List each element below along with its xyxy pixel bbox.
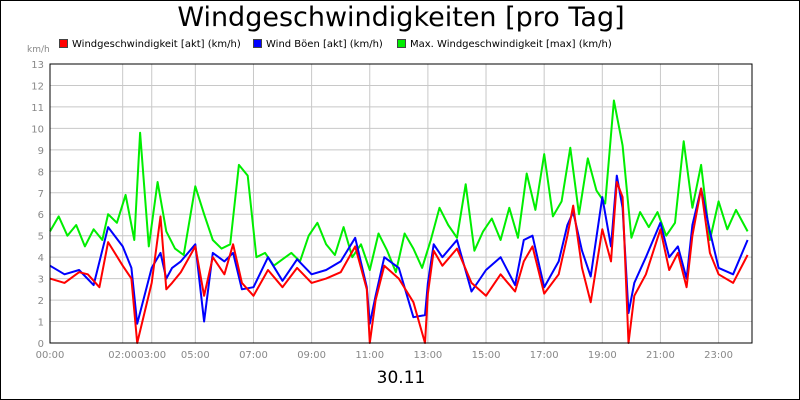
legend-item-gusts: Wind Böen [akt] (km/h) (253, 39, 383, 50)
x-tick-label: 15:00 (472, 350, 501, 361)
y-tick-label: 10 (31, 124, 44, 135)
x-tick-label: 23:00 (704, 350, 733, 361)
legend-label-speed: Windgeschwindigkeit [akt] (km/h) (72, 39, 241, 50)
legend-swatch-blue (253, 39, 262, 48)
y-tick-label: 7 (38, 189, 44, 200)
x-tick-label: 00:00 (36, 350, 65, 361)
y-tick-label: 4 (38, 253, 44, 264)
x-tick-label: 11:00 (355, 350, 384, 361)
series-line-speed (49, 181, 749, 344)
y-tick-label: 9 (38, 146, 44, 157)
y-tick-label: 2 (38, 296, 44, 307)
legend-swatch-red (59, 39, 68, 48)
legend-label-gusts: Wind Böen [akt] (km/h) (266, 39, 383, 50)
y-tick-label: 0 (38, 339, 44, 350)
chart-title: Windgeschwindigkeiten [pro Tag] (177, 2, 625, 33)
legend-swatch-green (397, 39, 406, 48)
y-tick-label: 5 (38, 232, 44, 243)
legend-label-max: Max. Windgeschwindigkeit [max] (km/h) (410, 39, 612, 50)
x-tick-label: 03:00 (137, 350, 166, 361)
date-label: 30.11 (376, 368, 426, 388)
x-tick-label: 02:00 (108, 350, 137, 361)
y-tick-label: 11 (31, 103, 44, 114)
series-line-max (49, 99, 749, 274)
y-tick-label: 6 (38, 210, 44, 221)
y-tick-label: 3 (38, 275, 44, 286)
y-tick-label: 13 (31, 60, 44, 71)
x-tick-label: 09:00 (297, 350, 326, 361)
x-tick-label: 13:00 (413, 350, 442, 361)
plot-border (49, 63, 753, 344)
legend-item-max: Max. Windgeschwindigkeit [max] (km/h) (397, 39, 612, 50)
y-tick-label: 8 (38, 167, 44, 178)
y-axis-unit: km/h (27, 45, 50, 55)
legend-item-speed: Windgeschwindigkeit [akt] (km/h) (59, 39, 241, 50)
x-tick-label: 19:00 (588, 350, 617, 361)
x-tick-label: 17:00 (530, 350, 559, 361)
x-tick-label: 21:00 (646, 350, 675, 361)
series-line-gusts (49, 174, 749, 325)
x-tick-label: 07:00 (239, 350, 268, 361)
x-tick-label: 05:00 (181, 350, 210, 361)
y-tick-label: 12 (31, 81, 44, 92)
y-tick-label: 1 (38, 318, 44, 329)
